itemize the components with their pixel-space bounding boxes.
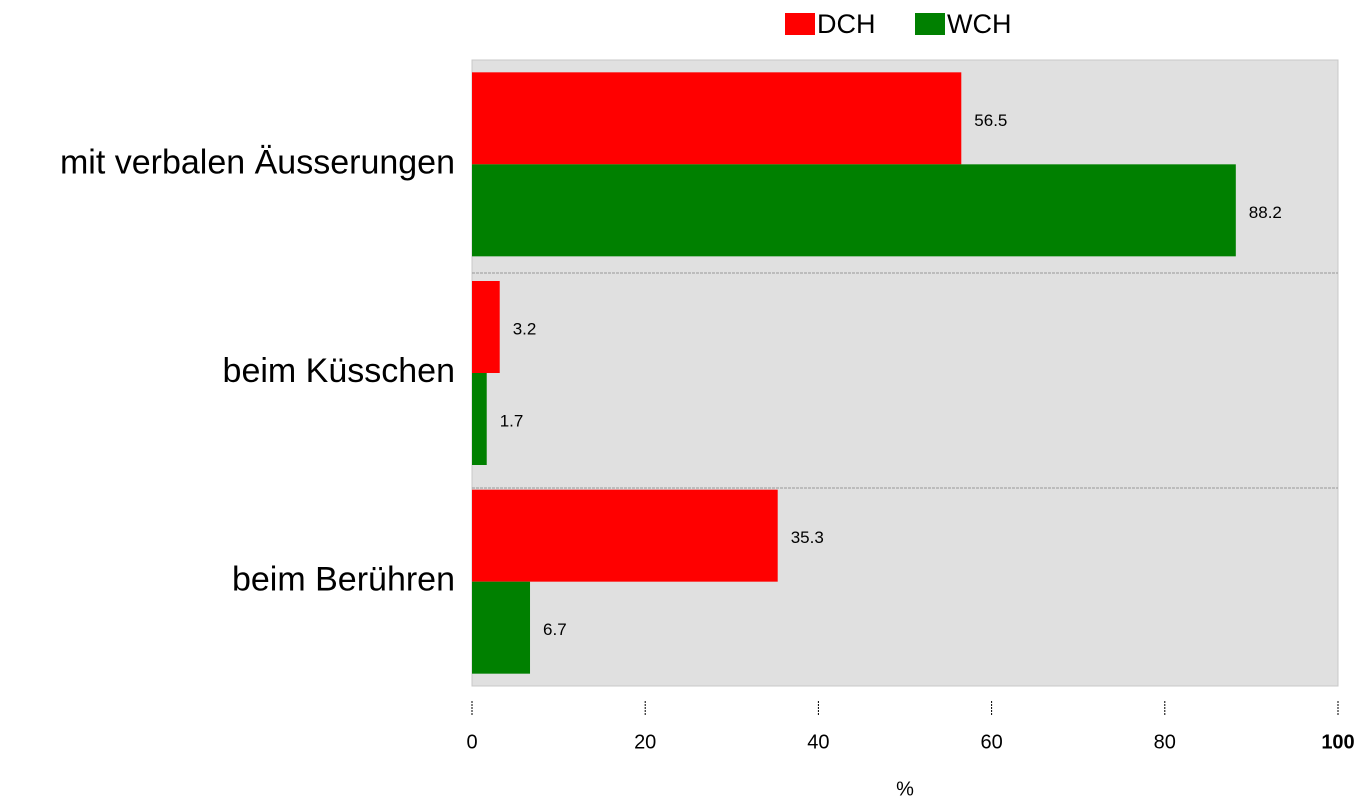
- x-tick-label: 0: [466, 731, 477, 753]
- value-label: 88.2: [1249, 203, 1282, 222]
- x-axis-label: %: [896, 778, 914, 800]
- x-tick-label: 100: [1321, 731, 1354, 753]
- category-label: mit verbalen Äusserungen: [60, 143, 455, 181]
- x-tick-label: 20: [634, 731, 656, 753]
- value-label: 56.5: [974, 111, 1007, 130]
- bar: [472, 489, 778, 582]
- legend-label: WCH: [947, 9, 1011, 39]
- value-label: 3.2: [513, 319, 537, 338]
- legend-label: DCH: [817, 9, 876, 39]
- value-label: 35.3: [791, 528, 824, 547]
- x-tick-label: 60: [980, 731, 1002, 753]
- bar: [472, 373, 487, 465]
- value-label: 1.7: [500, 411, 524, 430]
- category-label: beim Küsschen: [223, 352, 455, 390]
- x-tick-label: 80: [1154, 731, 1176, 753]
- bar: [472, 164, 1236, 257]
- category-label: beim Berühren: [232, 561, 455, 599]
- bar: [472, 72, 962, 165]
- bar: [472, 281, 500, 373]
- x-tick-label: 40: [807, 731, 829, 753]
- legend-swatch: [915, 13, 945, 35]
- value-label: 6.7: [543, 620, 567, 639]
- bar: [472, 581, 531, 674]
- legend-swatch: [785, 13, 815, 35]
